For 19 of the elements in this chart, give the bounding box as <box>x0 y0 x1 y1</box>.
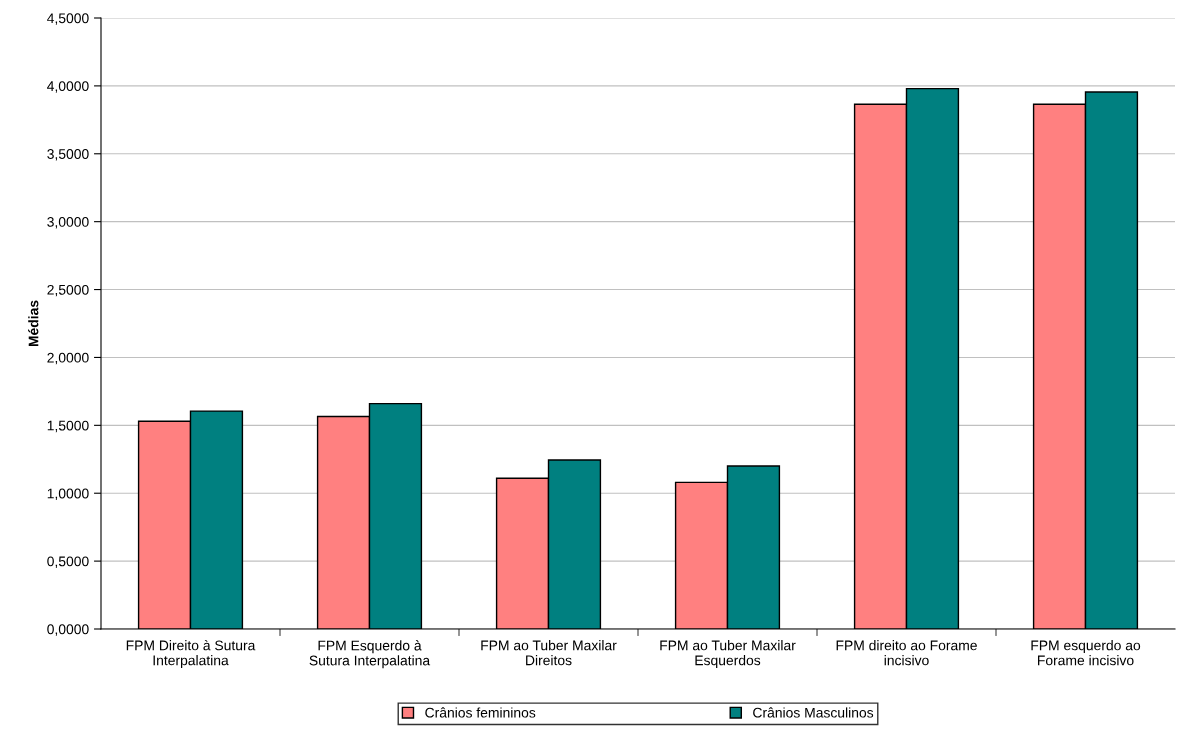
x-tick-label: FPM esquerdo ao Forame incisivo <box>1031 640 1141 666</box>
y-tick-label: 2,5000 <box>47 284 89 297</box>
y-tick-label: 0,5000 <box>47 556 89 568</box>
y-tick-label: 2,0000 <box>47 352 89 365</box>
y-tick-label: 4,0000 <box>47 81 89 93</box>
y-tick-label: 1,5000 <box>47 420 89 433</box>
x-tick-label: FPM Direito à Sutura Interpalatina <box>126 639 256 669</box>
y-tick-label: 0,0000 <box>47 624 89 636</box>
y-tick-label: 4,5000 <box>47 13 89 25</box>
y-tick-label: 3,5000 <box>47 149 89 161</box>
y-axis-title: Médias <box>28 300 39 347</box>
y-tick-label: 3,0000 <box>47 217 89 229</box>
x-tick-label: FPM ao Tuber Maxilar Esquerdos <box>660 640 796 669</box>
legend-label: Crânios femininos <box>425 707 536 718</box>
x-tick-label: FPM Esquerdo à Sutura Interpalatina <box>309 640 431 669</box>
y-tick-label: 1,0000 <box>47 488 89 501</box>
legend-label: Crânios Masculinos <box>753 707 874 718</box>
x-tick-label: FPM ao Tuber Maxilar Direitos <box>481 640 617 666</box>
x-tick-label: FPM direito ao Forame incisivo <box>836 640 977 666</box>
